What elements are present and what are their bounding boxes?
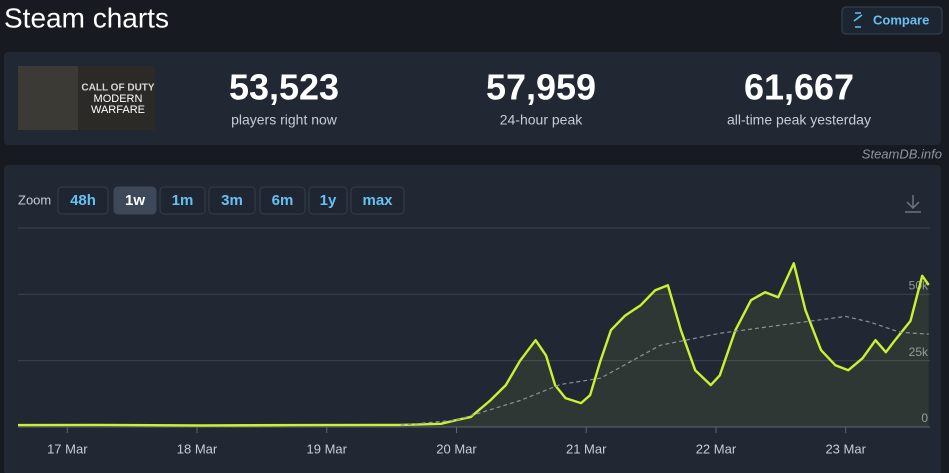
x-tick-label: 23 Mar: [825, 441, 866, 456]
x-tick-label: 21 Mar: [566, 441, 607, 456]
chart-panel: [4, 165, 941, 473]
download-icon[interactable]: [905, 195, 921, 213]
y-tick-label: 25k: [909, 345, 929, 359]
zoom-button-label[interactable]: 3m: [221, 192, 243, 209]
zoom-button-label[interactable]: 1m: [172, 192, 194, 209]
compare-icon: [853, 12, 863, 28]
compare-button-bg[interactable]: [841, 6, 943, 35]
game-image-figure: [18, 66, 78, 130]
zoom-button-label[interactable]: 1y: [320, 192, 337, 209]
game-image-text: CALL OF DUTY: [81, 83, 154, 94]
game-image-text: MODERN: [94, 93, 143, 105]
x-tick-label: 19 Mar: [307, 441, 348, 456]
zoom-button[interactable]: [350, 186, 405, 215]
x-tick-label: 18 Mar: [177, 441, 218, 456]
game-image: CALL OF DUTY MODERN WARFARE: [18, 66, 155, 130]
zoom-button[interactable]: [159, 186, 206, 215]
zoom-button[interactable]: [308, 186, 348, 215]
stat-value: 53,523: [229, 67, 339, 108]
stat-value: 61,667: [744, 67, 854, 108]
y-tick-label: 0: [921, 411, 928, 425]
series-line: [17, 262, 930, 427]
stat-label: 24-hour peak: [500, 112, 584, 128]
x-tick-label: 20 Mar: [436, 441, 477, 456]
zoom-buttons: 48h 1w 1m 3m 6m 1y max: [57, 186, 405, 215]
x-tick-label: 22 Mar: [696, 441, 737, 456]
source-link[interactable]: SteamDB.info: [862, 146, 942, 161]
stat-value: 57,959: [486, 67, 596, 108]
page-title: Steam charts: [4, 2, 169, 33]
stat-label: players right now: [231, 112, 338, 128]
zoom-button[interactable]: [208, 186, 256, 215]
series-line: [400, 315, 929, 426]
compare-label[interactable]: Compare: [873, 12, 929, 27]
area-fill: [18, 263, 929, 427]
stat-label: all-time peak yesterday: [727, 112, 871, 128]
game-image-text: WARFARE: [91, 104, 145, 116]
zoom-button-label[interactable]: 48h: [70, 192, 96, 209]
compare-button[interactable]: Compare: [841, 6, 943, 35]
zoom-button-label[interactable]: max: [362, 192, 393, 209]
zoom-label: Zoom: [18, 192, 51, 207]
zoom-button[interactable]: [113, 186, 157, 215]
zoom-button[interactable]: [57, 186, 109, 215]
stats-panel: [4, 52, 941, 145]
zoom-button[interactable]: [259, 186, 306, 215]
x-tick-label: 17 Mar: [47, 441, 88, 456]
zoom-button-label[interactable]: 1w: [125, 192, 145, 209]
zoom-button-label[interactable]: 6m: [272, 192, 294, 209]
